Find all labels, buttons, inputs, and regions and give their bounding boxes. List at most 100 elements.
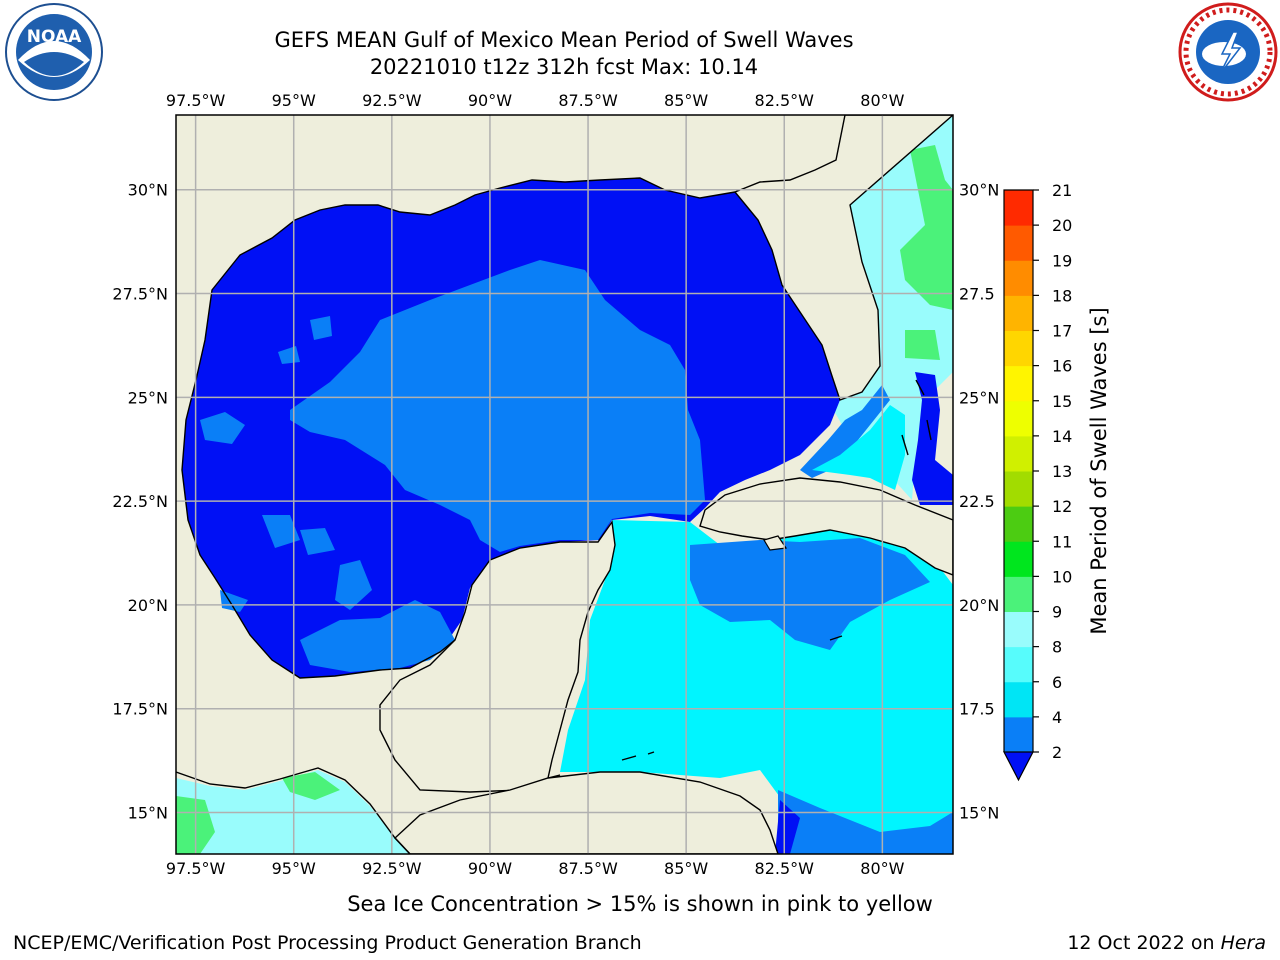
machine-name: Hera — [1220, 932, 1266, 954]
colorbar-tick-label: 15 — [1052, 392, 1072, 411]
colorbar-segment — [1004, 260, 1033, 296]
noaa-logo-text: NOAA — [27, 27, 82, 47]
colorbar-segment — [1004, 716, 1033, 753]
longitude-labels-bottom: 97.5°W 95°W 92.5°W 90°W 87.5°W 85°W 82.5°W 80°W — [166, 859, 905, 878]
chart-title: GEFS MEAN Gulf of Mexico Mean Period of … — [274, 28, 854, 52]
yucatan-land — [379, 520, 616, 793]
atlantic-green-patch — [900, 145, 953, 360]
colorbar-ticks: 2 4 6 8 9 10 11 12 13 14 15 16 17 18 19 20 21 — [1033, 181, 1072, 762]
eastern-pacific-green-patch — [176, 772, 340, 854]
latitude-label: 27.5°N — [112, 285, 168, 304]
longitude-label: 82.5°W — [755, 859, 815, 878]
colorbar-tick-label: 13 — [1052, 462, 1072, 481]
latitude-label: 25°N — [959, 388, 999, 407]
nws-logo-icon — [1178, 2, 1278, 102]
latitude-label: 27.5 — [959, 285, 995, 304]
longitude-label: 97.5°W — [166, 859, 226, 878]
colorbar-tick-label: 2 — [1052, 743, 1062, 762]
colorbar-segment — [1004, 506, 1033, 542]
latitude-label: 15°N — [959, 803, 999, 822]
bahamas-islands — [621, 379, 932, 761]
caribbean-blue-band — [690, 538, 930, 650]
colorbar-segment — [1004, 541, 1033, 577]
credit-text: NCEP/EMC/Verification Post Processing Pr… — [13, 932, 642, 954]
florida-shelf-band — [800, 385, 890, 478]
gulf-blue-patch-west — [200, 412, 372, 612]
longitude-label: 87.5°W — [558, 91, 618, 110]
longitude-labels-top: 97.5°W 95°W 92.5°W 90°W 87.5°W 85°W 82.5°W 80°W — [166, 91, 905, 110]
colorbar-tick-label: 14 — [1052, 427, 1072, 446]
colorbar-segment — [1004, 295, 1033, 331]
pacific-coastline — [176, 767, 411, 854]
colorbar-tick-label: 12 — [1052, 497, 1072, 516]
colorbar-tick-label: 11 — [1052, 532, 1072, 551]
colorbar-segment — [1004, 190, 1033, 226]
longitude-label: 85°W — [664, 91, 708, 110]
chart-subtitle: 20221010 t12z 312h fcst Max: 10.14 — [369, 55, 759, 79]
date-text: 12 Oct 2022 on — [1067, 932, 1215, 954]
date-stamp: 12 Oct 2022 on Hera — [1067, 931, 1266, 955]
map-gridlines — [176, 115, 953, 854]
colorbar-extend-arrow — [1003, 751, 1034, 782]
latitude-labels-left: 30°N 27.5°N 25°N 22.5°N 20°N 17.5°N 15°N — [112, 181, 168, 823]
colorbar-segment — [1004, 611, 1033, 648]
bahamas-darkblue — [912, 372, 953, 505]
jamaica-land — [763, 535, 788, 551]
colorbar-tick-label: 21 — [1052, 181, 1072, 200]
latitude-label: 20°N — [128, 596, 168, 615]
latitude-label: 22.5 — [959, 492, 995, 511]
colorbar-tick-label: 8 — [1052, 638, 1062, 657]
latitude-label: 17.5°N — [112, 700, 168, 719]
colorbar-segment — [1004, 471, 1033, 507]
colorbar-segment — [1004, 646, 1033, 683]
sea-ice-note: Sea Ice Concentration > 15% is shown in … — [347, 892, 933, 916]
colorbar-tick-label: 16 — [1052, 357, 1072, 376]
longitude-label: 92.5°W — [362, 859, 422, 878]
latitude-label: 20°N — [959, 596, 999, 615]
latitude-label: 17.5 — [959, 700, 995, 719]
map-frame — [175, 114, 954, 855]
colorbar-tick-label: 19 — [1052, 251, 1072, 270]
longitude-label: 87.5°W — [558, 859, 618, 878]
longitude-label: 90°W — [468, 859, 512, 878]
latitude-label: 15°N — [128, 803, 168, 822]
caribbean-darkblue-patch — [775, 800, 800, 854]
colorbar-segment — [1004, 681, 1033, 718]
longitude-label: 80°W — [860, 859, 904, 878]
longitude-label: 95°W — [272, 859, 316, 878]
colorbar-tick-label: 10 — [1052, 567, 1072, 586]
latitude-label: 22.5°N — [112, 492, 168, 511]
latitude-labels-right: 30°N 27.5 25°N 22.5 20°N 17.5 15°N — [959, 181, 999, 823]
gulf-coastline — [181, 177, 736, 679]
longitude-label: 90°W — [468, 91, 512, 110]
caribbean-south-band — [778, 790, 953, 854]
longitude-label: 82.5°W — [755, 91, 815, 110]
latitude-label: 30°N — [959, 181, 999, 200]
colorbar-tick-label: 9 — [1052, 603, 1062, 622]
latitude-label: 25°N — [128, 388, 168, 407]
map-panel — [176, 115, 953, 854]
latitude-label: 30°N — [128, 181, 168, 200]
colorbar-segment — [1004, 330, 1033, 367]
colorbar-tick-label: 17 — [1052, 322, 1072, 341]
cuba-land — [699, 477, 953, 576]
colorbar-segment — [1004, 400, 1033, 437]
longitude-label: 85°W — [664, 859, 708, 878]
central-gulf-tongue — [290, 260, 705, 552]
gulf-blue-patch-northwest — [278, 316, 332, 364]
longitude-label: 92.5°W — [362, 91, 422, 110]
longitude-label: 97.5°W — [166, 91, 226, 110]
colorbar — [1003, 189, 1034, 782]
gulf-blue-patch-south — [300, 600, 455, 672]
colorbar-tick-label: 20 — [1052, 216, 1072, 235]
colorbar-segment — [1004, 225, 1033, 261]
colorbar-tick-label: 18 — [1052, 286, 1072, 305]
colorbar-segment — [1004, 435, 1033, 472]
colorbar-segment — [1004, 576, 1033, 612]
colorbar-segment — [1004, 365, 1033, 402]
colorbar-label: Mean Period of Swell Waves [s] — [1087, 307, 1111, 634]
colorbar-tick-label: 6 — [1052, 673, 1062, 692]
noaa-logo-icon: NOAA — [5, 3, 103, 101]
colorbar-tick-label: 4 — [1052, 708, 1062, 727]
